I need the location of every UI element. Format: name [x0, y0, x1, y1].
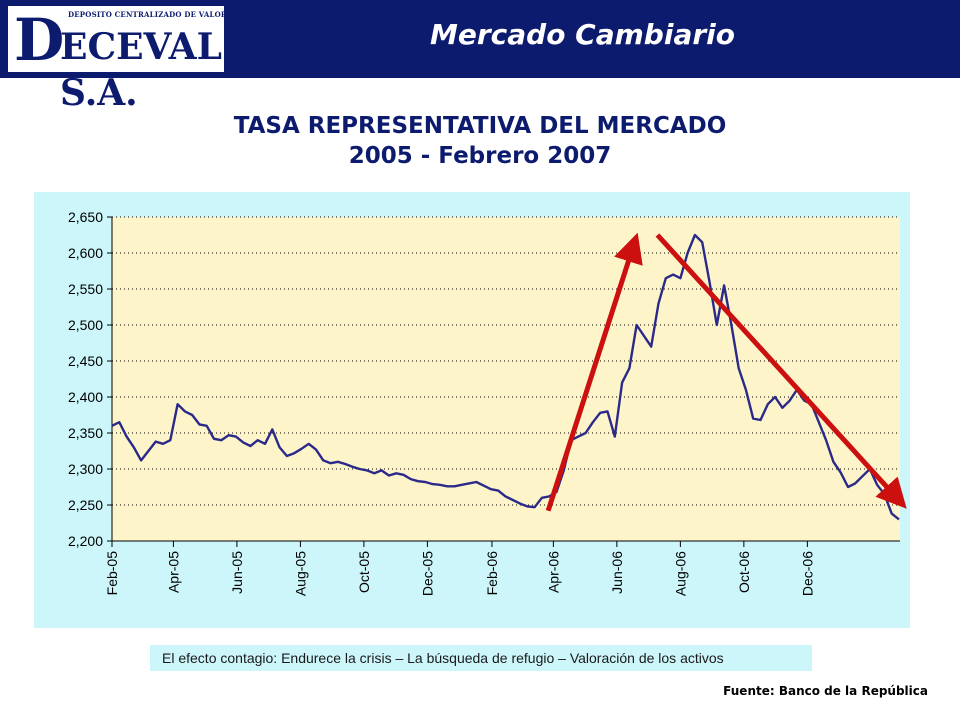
- logo-subtitle: DEPOSITO CENTRALIZADO DE VALORES DE COLO…: [68, 10, 302, 19]
- contagion-note: El efecto contagio: Endurece la crisis –…: [150, 645, 812, 671]
- fall-arrow: [655, 233, 907, 509]
- y-tick-label: 2,500: [68, 317, 103, 333]
- x-tick-label: Aug-05: [292, 551, 308, 596]
- trm-series-line: [111, 233, 900, 521]
- x-tick-label: Jun-06: [609, 551, 625, 594]
- y-tick-label: 2,600: [68, 245, 103, 261]
- logo-d: D: [14, 6, 65, 74]
- x-tick-label: Apr-06: [545, 551, 561, 593]
- x-tick-label: Feb-06: [484, 551, 500, 596]
- x-tick-label: Dec-05: [419, 551, 435, 596]
- y-tick-label: 2,350: [68, 425, 103, 441]
- x-tick-label: Dec-06: [799, 551, 815, 596]
- rise-arrow: [545, 232, 643, 512]
- y-tick-label: 2,450: [68, 353, 103, 369]
- y-tick-label: 2,650: [68, 209, 103, 225]
- source-label: Fuente: Banco de la República: [723, 684, 928, 698]
- x-tick-label: Aug-06: [672, 551, 688, 596]
- chart-title: TASA REPRESENTATIVA DEL MERCADO: [233, 113, 727, 139]
- chart-area: 2,200 2,250 2,300 2,350 2,400 2,450 2,500 2,550…: [34, 192, 910, 628]
- x-tick-label: Oct-06: [736, 551, 752, 593]
- x-tick-label: Apr-05: [165, 551, 181, 593]
- x-tick-label: Oct-05: [356, 551, 372, 593]
- chart-subtitle: 2005 - Febrero 2007: [348, 143, 612, 169]
- y-tick-label: 2,250: [68, 497, 103, 513]
- y-tick-label: 2,550: [68, 281, 103, 297]
- header-title: Mercado Cambiario: [430, 18, 735, 51]
- trm-line-chart: 2,200 2,250 2,300 2,350 2,400 2,450 2,500 2,550…: [68, 209, 907, 596]
- plot-area: [112, 217, 900, 541]
- y-tick-label: 2,400: [68, 389, 103, 405]
- header-bar: DEPOSITO CENTRALIZADO DE VALORES DE COLO…: [0, 0, 960, 114]
- y-tick-label: 2,200: [68, 533, 103, 549]
- x-tick-label: Feb-05: [104, 551, 120, 596]
- x-tick-label: Jun-05: [229, 551, 245, 594]
- logo-text: ECEVAL S.A.: [60, 26, 222, 114]
- y-tick-label: 2,300: [68, 461, 103, 477]
- deceval-logo: DEPOSITO CENTRALIZADO DE VALORES DE COLO…: [6, 4, 301, 114]
